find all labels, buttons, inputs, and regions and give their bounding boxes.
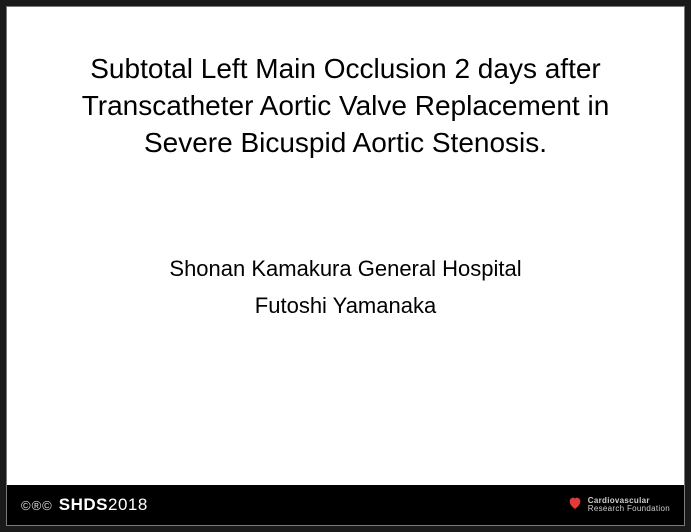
footer-brand-year: 2018 [108, 495, 148, 514]
title-line-2: Transcatheter Aortic Valve Replacement i… [37, 88, 654, 125]
slide-title: Subtotal Left Main Occlusion 2 days afte… [37, 51, 654, 162]
crf-logo: Cardiovascular Research Foundation [567, 495, 670, 516]
content-area: Subtotal Left Main Occlusion 2 days afte… [7, 7, 684, 485]
footer-right: Cardiovascular Research Foundation [567, 495, 670, 516]
slide: Subtotal Left Main Occlusion 2 days afte… [6, 6, 685, 526]
slide-container: Subtotal Left Main Occlusion 2 days afte… [0, 0, 691, 532]
sponsor-line-2: Research Foundation [588, 505, 670, 513]
heart-icon [567, 495, 583, 516]
crf-text: Cardiovascular Research Foundation [588, 497, 670, 514]
footer-copyright-icons: ©®© [21, 498, 53, 513]
footer-brand-name: SHDS [59, 495, 108, 514]
footer-bar: ©®© SHDS2018 Cardiovascular Research Fou… [7, 485, 684, 525]
author-block: Shonan Kamakura General Hospital Futoshi… [37, 250, 654, 325]
title-line-1: Subtotal Left Main Occlusion 2 days afte… [37, 51, 654, 88]
affiliation-text: Shonan Kamakura General Hospital [37, 250, 654, 287]
title-line-3: Severe Bicuspid Aortic Stenosis. [37, 125, 654, 162]
footer-left: ©®© SHDS2018 [21, 495, 148, 515]
author-name: Futoshi Yamanaka [37, 287, 654, 324]
footer-brand: SHDS2018 [59, 495, 148, 515]
